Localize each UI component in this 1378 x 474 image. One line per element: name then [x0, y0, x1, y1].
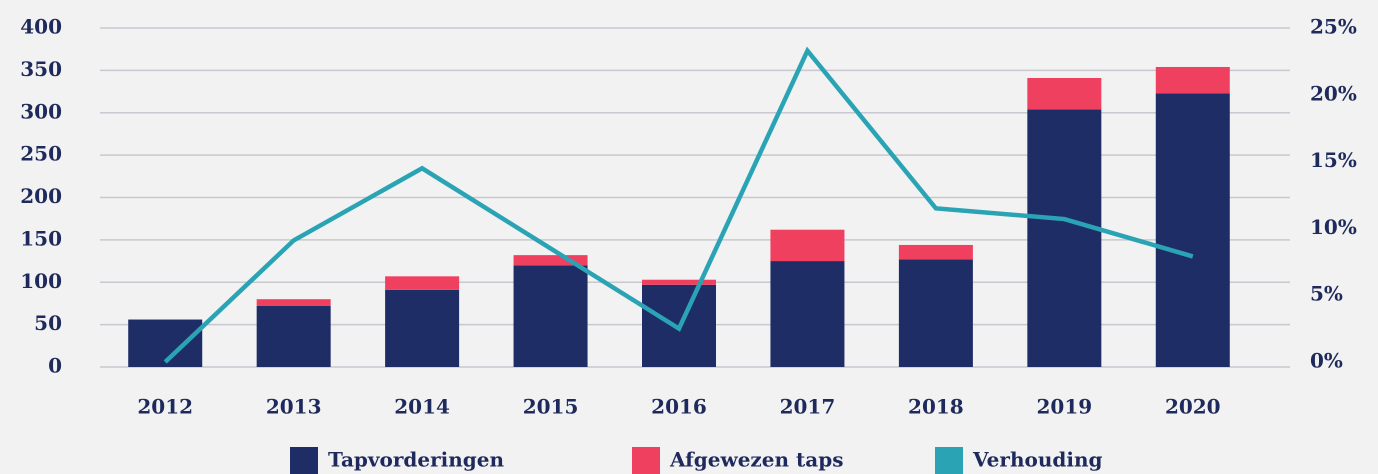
legend-swatch — [935, 447, 963, 474]
y-tick-label: 350 — [20, 57, 62, 81]
y2-tick-label: 20% — [1310, 81, 1357, 105]
bar-segment — [770, 229, 845, 262]
y-tick-label: 400 — [20, 15, 62, 39]
bar-segment — [385, 276, 460, 290]
legend-label: Verhouding — [972, 448, 1102, 472]
legend-label: Tapvorderingen — [328, 448, 505, 472]
y-tick-label: 300 — [20, 99, 62, 123]
y-tick-label: 200 — [20, 184, 62, 208]
bar-segment — [1155, 93, 1230, 367]
y2-tick-label: 10% — [1310, 215, 1357, 239]
bar-segment — [385, 289, 460, 367]
legend-swatch — [290, 447, 318, 474]
x-tick-label: 2013 — [266, 395, 322, 419]
bar-segment — [642, 279, 716, 285]
bar-segment — [898, 244, 973, 260]
legend-swatch — [632, 447, 660, 474]
y-tick-label: 50 — [34, 311, 62, 335]
bar-segment — [770, 261, 845, 367]
x-tick-label: 2019 — [1036, 395, 1092, 419]
bar-segment — [1027, 78, 1102, 110]
y2-tick-label: 5% — [1310, 282, 1343, 306]
bar-segment — [1027, 109, 1102, 368]
bar-segment — [1155, 66, 1230, 94]
x-tick-label: 2012 — [137, 395, 193, 419]
y-tick-label: 150 — [20, 226, 62, 250]
bar-segment — [256, 299, 331, 306]
x-tick-label: 2014 — [394, 395, 450, 419]
legend-label: Afgewezen taps — [669, 448, 843, 472]
y-tick-label: 0 — [48, 354, 62, 378]
y-tick-label: 250 — [20, 142, 62, 166]
y-tick-label: 100 — [20, 269, 62, 293]
bar-segment — [513, 255, 588, 266]
x-tick-label: 2020 — [1165, 395, 1221, 419]
x-tick-label: 2017 — [780, 395, 836, 419]
x-tick-label: 2015 — [523, 395, 579, 419]
bar-segment — [513, 265, 588, 367]
x-tick-label: 2018 — [908, 395, 964, 419]
y2-tick-label: 25% — [1310, 15, 1357, 39]
y2-tick-label: 0% — [1310, 349, 1343, 373]
line-series — [163, 46, 1194, 364]
y2-tick-label: 15% — [1310, 148, 1357, 172]
bar-segment — [256, 305, 331, 367]
x-tick-label: 2016 — [651, 395, 707, 419]
bar-segment — [898, 259, 973, 367]
